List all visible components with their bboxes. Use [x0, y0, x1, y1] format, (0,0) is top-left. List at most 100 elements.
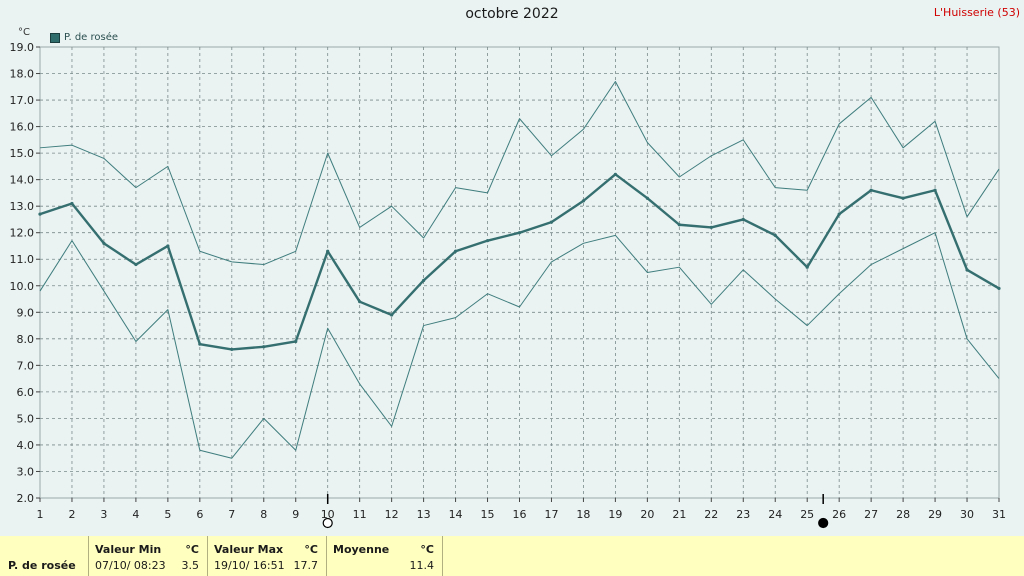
- x-tick-label: 21: [672, 508, 686, 521]
- x-tick-label: 5: [164, 508, 171, 521]
- plot-area: [39, 46, 1000, 499]
- x-tick-label: 25: [800, 508, 814, 521]
- new-moon-icon: [818, 517, 829, 529]
- series-mean-point: [645, 196, 649, 200]
- y-tick-label: 18.0: [10, 68, 35, 81]
- x-tick-label: 24: [768, 508, 782, 521]
- chart-title: octobre 2022: [465, 6, 559, 22]
- legend-label: P. de rosée: [64, 32, 119, 43]
- x-tick-label: 15: [481, 508, 495, 521]
- y-tick-label: 17.0: [10, 94, 35, 107]
- legend: P. de rosée: [50, 32, 118, 43]
- y-tick-label: 14.0: [10, 174, 35, 187]
- series-mean-point: [773, 233, 777, 237]
- series-mean-point: [326, 249, 330, 253]
- series-mean-point: [262, 345, 266, 349]
- x-tick-label: 13: [417, 508, 431, 521]
- series-mean-point: [581, 199, 586, 203]
- x-tick-label: 27: [864, 508, 878, 521]
- series-min-line: [39, 232, 1000, 459]
- series-mean-point: [901, 196, 905, 200]
- stat-mean-unit: °C: [420, 543, 434, 556]
- x-tick-label: 14: [449, 508, 463, 521]
- series-mean-point: [166, 244, 170, 248]
- x-tick-label: 12: [385, 508, 399, 521]
- series-mean-point: [549, 220, 554, 224]
- x-tick-label: 9: [292, 508, 299, 521]
- stats-row-label: P. de rosée: [0, 536, 89, 576]
- x-tick-label: 17: [544, 508, 558, 521]
- x-tick-label: 2: [68, 508, 75, 521]
- y-axis-ticks: 2.0 3.0 4.0 5.0 6.0 7.0 8.0 9.0 10.0 11.0 12.0 13.0…: [10, 41, 40, 505]
- y-tick-label: 8.0: [17, 333, 35, 346]
- x-tick-label: 16: [513, 508, 527, 521]
- x-tick-label: 19: [608, 508, 622, 521]
- stat-max-header: Valeur Max: [214, 543, 284, 556]
- x-tick-label: 8: [260, 508, 267, 521]
- chart: 2.0 3.0 4.0 5.0 6.0 7.0 8.0 9.0 10.0 11.0 12.0 13.0…: [10, 41, 1006, 529]
- x-tick-label: 29: [928, 508, 942, 521]
- series-mean-point: [613, 172, 618, 176]
- y-tick-label: 9.0: [17, 306, 35, 319]
- grid: [40, 47, 999, 498]
- y-tick-label: 16.0: [10, 121, 35, 134]
- stat-min-header: Valeur Min: [95, 543, 162, 556]
- series-mean-point: [198, 342, 202, 346]
- series-mean-point: [422, 278, 426, 283]
- series-mean-point: [805, 265, 809, 269]
- stat-mean: Moyenne °C 11.4: [327, 536, 443, 576]
- y-tick-label: 6.0: [17, 386, 35, 399]
- y-tick-label: 15.0: [10, 147, 35, 160]
- series-mean-point: [709, 225, 713, 229]
- stat-min-unit: °C: [185, 543, 199, 556]
- series-mean-point: [933, 188, 937, 192]
- y-tick-label: 5.0: [17, 412, 35, 425]
- x-tick-label: 7: [228, 508, 235, 521]
- stat-max-unit: °C: [304, 543, 318, 556]
- series-mean-point: [741, 217, 745, 222]
- series-mean-point: [517, 231, 522, 235]
- stat-min-date: 07/10/ 08:23: [95, 559, 166, 572]
- stat-mean-header: Moyenne: [333, 543, 390, 556]
- series-mean-point: [390, 313, 394, 317]
- moon-phases: [322, 494, 829, 529]
- stats-row-label-text: P. de rosée: [8, 559, 76, 572]
- station-name: L'Huisserie (53): [933, 6, 1020, 19]
- stat-max-date: 19/10/ 16:51: [214, 559, 285, 572]
- y-tick-label: 12.0: [10, 227, 35, 240]
- series-mean-point: [102, 241, 106, 245]
- series-mean-point: [134, 262, 138, 267]
- y-tick-label: 11.0: [10, 253, 35, 266]
- series-mean-point: [677, 223, 681, 227]
- y-tick-label: 2.0: [17, 492, 35, 505]
- y-tick-label: 19.0: [10, 41, 35, 54]
- y-tick-label: 13.0: [10, 200, 35, 213]
- series-mean-point: [38, 212, 42, 216]
- series-mean-point: [453, 249, 458, 253]
- x-tick-label: 31: [992, 508, 1006, 521]
- stat-mean-value: 11.4: [409, 559, 435, 572]
- series-mean-point: [70, 201, 74, 206]
- series-mean-point: [869, 188, 873, 192]
- x-tick-label: 22: [704, 508, 718, 521]
- stat-max: Valeur Max °C 19/10/ 16:51 17.7: [208, 536, 327, 576]
- x-tick-label: 1: [37, 508, 44, 521]
- x-tick-label: 28: [896, 508, 910, 521]
- x-tick-label: 10: [321, 508, 335, 521]
- x-tick-label: 20: [640, 508, 654, 521]
- stats-band: [0, 536, 1024, 576]
- stat-max-value: 17.7: [293, 559, 319, 572]
- y-tick-label: 10.0: [10, 280, 35, 293]
- series-mean-point: [997, 286, 1001, 291]
- series-mean-point: [294, 339, 298, 344]
- stats-table: P. de rosée Valeur Min °C 07/10/ 08:23 3…: [0, 536, 443, 576]
- y-axis-unit: °C: [18, 27, 30, 38]
- series-mean-point: [230, 347, 234, 352]
- full-moon-icon: [322, 517, 333, 529]
- series-mean-point: [485, 239, 490, 243]
- x-tick-label: 30: [960, 508, 974, 521]
- x-axis-ticks: 1 2 3 4 5 6 7 8 9 10 11 12 13 14 15 16 17 18 19 20 21 22 23 24 2…: [37, 498, 1006, 521]
- series-mean-point: [358, 300, 362, 304]
- x-tick-label: 18: [576, 508, 590, 521]
- x-tick-label: 3: [100, 508, 107, 521]
